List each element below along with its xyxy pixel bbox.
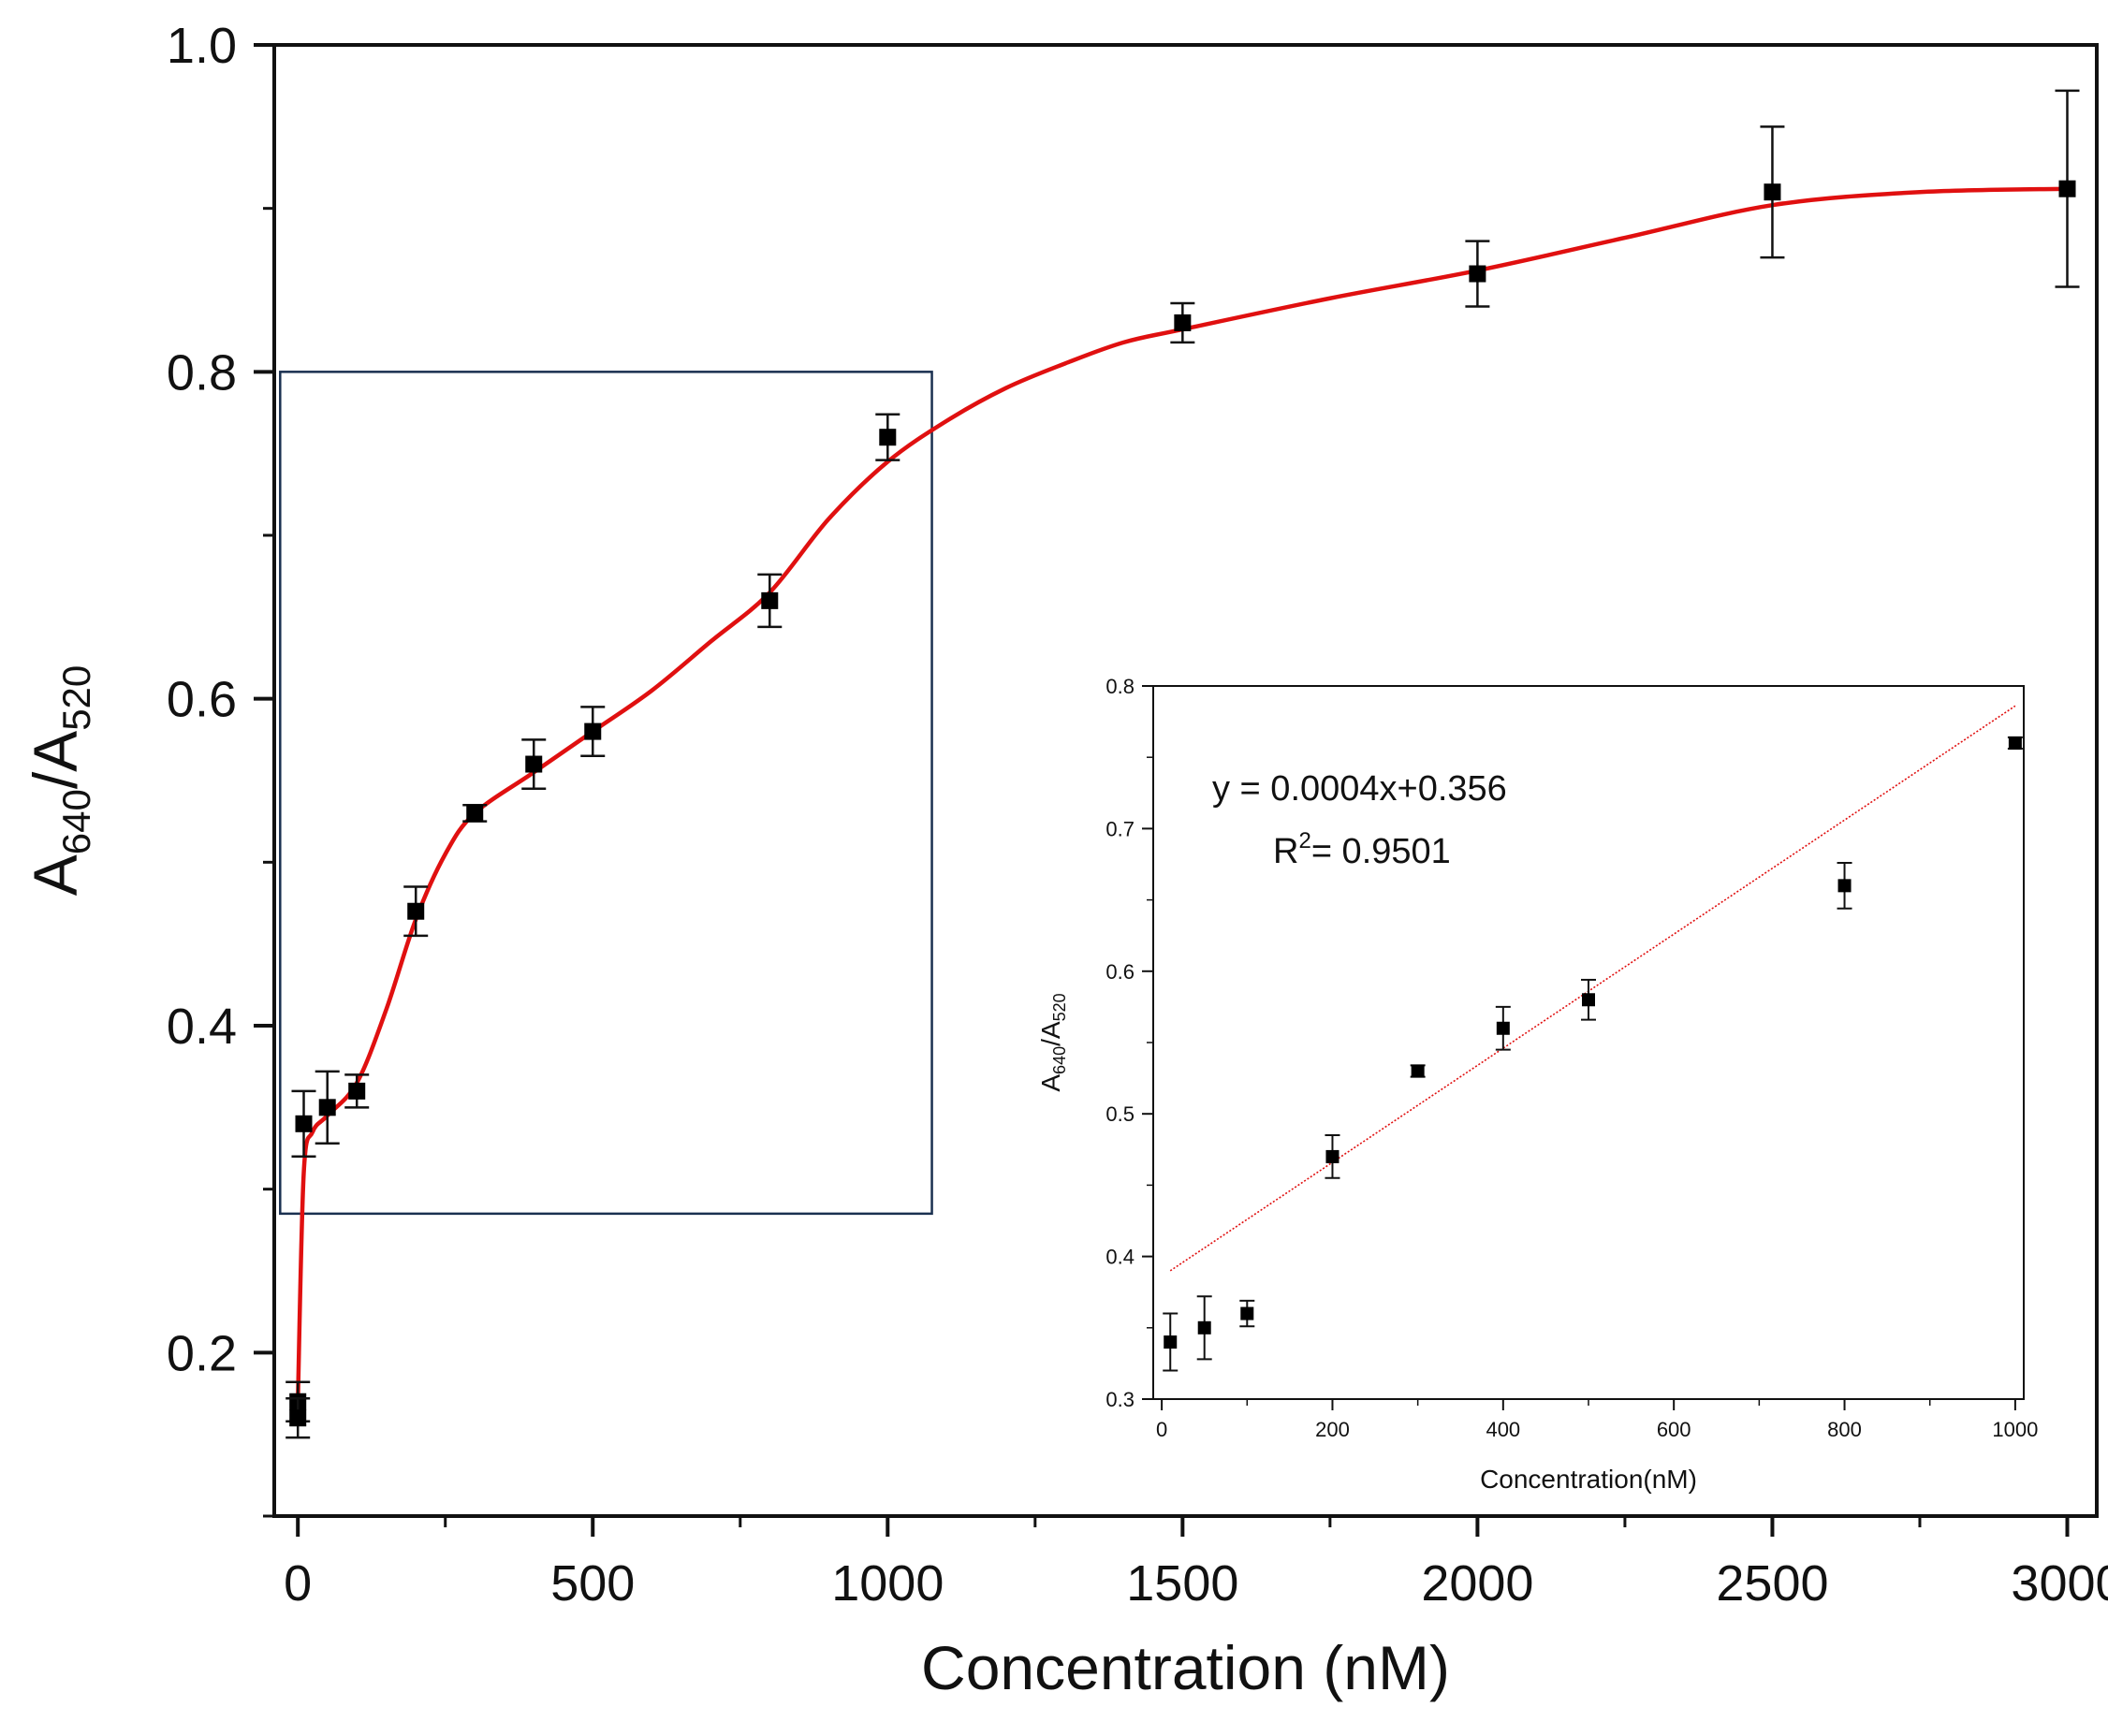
main-y-title-a2: A: [21, 731, 90, 772]
inset-y-tick-label: 0.7: [1105, 817, 1135, 840]
inset-ticks: 0 200 400 600 800 1000 0.3 0.4 0.5 0.6 0.7 0.8: [1105, 675, 2038, 1441]
inset-fit-line: [1169, 705, 2016, 1272]
main-data-point: [1469, 265, 1486, 283]
inset-y-title-sep: /: [1036, 1039, 1065, 1046]
inset-y-title-sub2: 520: [1050, 993, 1069, 1021]
main-y-title-sep: /: [21, 771, 90, 789]
main-x-tick-label: 2000: [1421, 1555, 1533, 1612]
main-y-tick-label: 0.4: [167, 999, 237, 1055]
inset-x-axis-title: Concentration(nM): [1480, 1465, 1697, 1494]
main-data-point: [295, 1115, 313, 1132]
inset-data-points: [1163, 736, 2023, 1372]
r2-value: = 0.9501: [1311, 832, 1451, 871]
main-x-axis-title: Concentration (nM): [921, 1633, 1450, 1702]
inset-data-point: [1240, 1306, 1254, 1320]
inset-y-tick-label: 0.8: [1105, 675, 1135, 698]
main-data-point: [289, 1409, 307, 1427]
inset-data-point: [1582, 993, 1595, 1007]
inset-data-point: [1325, 1149, 1339, 1163]
main-data-point: [348, 1082, 366, 1100]
fit-curve: [295, 186, 2068, 1402]
inset-x-tick-label: 0: [1156, 1418, 1167, 1441]
main-data-point: [318, 1099, 336, 1116]
main-y-tick-label: 1.0: [167, 18, 237, 74]
main-data-point: [466, 804, 484, 822]
inset-background: [1041, 677, 2033, 1493]
main-y-tick-label: 0.8: [167, 344, 237, 401]
inset-x-tick-label: 200: [1315, 1418, 1350, 1441]
main-data-point: [584, 722, 602, 740]
main-ticks: 0500100015002000250030000.20.40.60.81.0: [167, 18, 2108, 1612]
inset-y-tick-label: 0.3: [1105, 1388, 1135, 1411]
inset-y-title-a1: A: [1036, 1074, 1065, 1092]
inset-data-point: [1837, 879, 1852, 893]
inset-x-tick-label: 600: [1657, 1418, 1691, 1441]
main-y-tick-label: 0.6: [167, 672, 237, 728]
inset-data-point: [1411, 1064, 1425, 1078]
main-data-point: [761, 591, 779, 609]
inset-equation: y = 0.0004x+0.356: [1212, 769, 1507, 809]
highlight-box: [279, 371, 933, 1216]
inset-data-point: [1197, 1320, 1211, 1335]
main-y-title-sub1: 640: [54, 789, 98, 854]
main-chart: 0500100015002000250030000.20.40.60.81.0 …: [21, 18, 2108, 1702]
inset-x-tick-label: 800: [1827, 1418, 1862, 1441]
main-data-points: [285, 89, 2080, 1439]
main-plot-frame: [272, 43, 2099, 1518]
main-y-axis-title: A640/A520: [21, 665, 98, 897]
inset-data-point: [1164, 1335, 1178, 1349]
r2-label: R: [1273, 832, 1298, 871]
inset-y-tick-label: 0.6: [1105, 960, 1135, 984]
inset-data-point: [2008, 736, 2022, 750]
main-x-tick-label: 500: [550, 1555, 635, 1612]
inset-y-tick-label: 0.5: [1105, 1102, 1135, 1126]
r2-superscript: 2: [1298, 828, 1310, 853]
main-x-tick-label: 0: [284, 1555, 312, 1612]
main-x-tick-label: 1500: [1126, 1555, 1238, 1612]
inset-y-title-a2: A: [1036, 1021, 1065, 1039]
inset-x-tick-label: 400: [1486, 1418, 1520, 1441]
inset-r-squared: R2= 0.9501: [1273, 828, 1451, 871]
main-data-point: [1174, 314, 1192, 331]
main-data-point: [1764, 183, 1781, 201]
inset-y-title-sub1: 640: [1050, 1046, 1069, 1074]
main-y-title-sub2: 520: [54, 665, 98, 731]
main-data-point: [879, 429, 897, 446]
main-x-tick-label: 2500: [1716, 1555, 1828, 1612]
main-y-tick-label: 0.2: [167, 1325, 237, 1381]
main-data-point: [2058, 180, 2076, 197]
main-x-tick-label: 1000: [831, 1555, 944, 1612]
inset-chart: 0 200 400 600 800 1000 0.3 0.4 0.5 0.6 0.7 0.8 y = …: [1036, 675, 2038, 1494]
inset-x-tick-label: 1000: [1992, 1418, 2038, 1441]
inset-data-point: [1496, 1021, 1510, 1035]
main-data-point: [407, 902, 425, 920]
main-y-title-a1: A: [21, 854, 90, 896]
inset-y-tick-label: 0.4: [1105, 1246, 1135, 1269]
inset-y-axis-title: A640/A520: [1036, 993, 1069, 1091]
main-data-point: [525, 755, 543, 773]
